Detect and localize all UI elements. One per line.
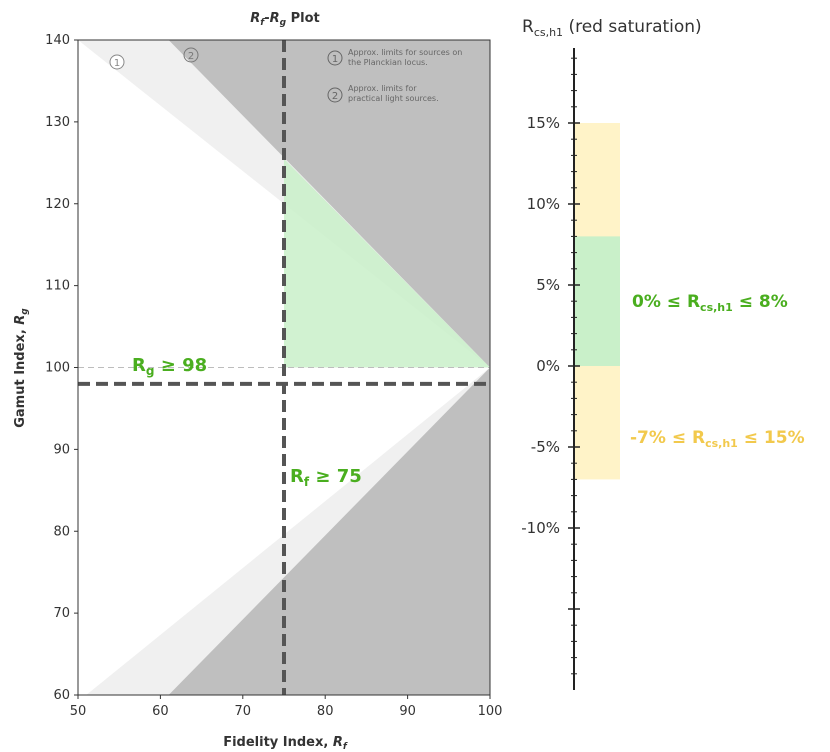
rcs-tick-label: 5%	[536, 276, 560, 294]
y-tick-label: 80	[53, 524, 70, 539]
rcs-h1-plot: Rcs,h1 (red saturation) 15% 10% 5% 0% -5% -10…	[521, 17, 805, 690]
limit-1-marker: 1	[109, 54, 125, 70]
svg-text:1: 1	[332, 54, 338, 65]
svg-text:the Planckian locus.: the Planckian locus.	[348, 58, 428, 67]
rcs-title: Rcs,h1 (red saturation)	[522, 17, 702, 39]
y-tick-label: 70	[53, 606, 70, 621]
x-tick-label: 90	[399, 704, 416, 719]
rcs-tick-label: -10%	[521, 519, 560, 537]
svg-text:1: 1	[114, 58, 120, 69]
limit-2-lower-region	[168, 367, 490, 695]
rcs-ticks	[568, 57, 580, 675]
y-tick-label: 130	[45, 115, 70, 130]
chart-title: Rf-Rg Plot	[250, 11, 319, 28]
y-axis-title: Gamut Index, Rg	[13, 308, 30, 428]
svg-text:2: 2	[188, 51, 194, 62]
limit-2-marker: 2	[183, 47, 199, 63]
range-green	[574, 236, 620, 366]
y-tick-label: 120	[45, 197, 70, 212]
y-ticks: 60 70 80 90 100 110 120 130 140	[45, 33, 78, 703]
legend-note-1: 1 Approx. limits for sources on the Plan…	[327, 48, 462, 67]
rcs-tick-labels: 15% 10% 5% 0% -5% -10%	[521, 114, 560, 537]
rcs-tick-label: 10%	[527, 195, 560, 213]
rcs-tick-label: -5%	[531, 438, 560, 456]
svg-text:Approx. limits for: Approx. limits for	[348, 84, 417, 93]
x-tick-label: 80	[317, 704, 334, 719]
svg-text:practical light sources.: practical light sources.	[348, 94, 439, 103]
x-tick-label: 50	[70, 704, 87, 719]
accepted-region	[284, 158, 490, 368]
x-tick-label: 60	[152, 704, 169, 719]
rf-criterion-label: Rf ≥ 75	[290, 466, 362, 489]
x-ticks: 50 60 70 80 90 100	[70, 695, 503, 719]
y-tick-label: 100	[45, 361, 70, 376]
rg-criterion-label: Rg ≥ 98	[132, 355, 207, 378]
y-tick-label: 90	[53, 442, 70, 457]
x-tick-label: 100	[478, 704, 503, 719]
y-tick-label: 60	[53, 688, 70, 703]
x-tick-label: 70	[235, 704, 252, 719]
y-tick-label: 110	[45, 279, 70, 294]
limit-2-upper-region	[168, 40, 490, 368]
rcs-tick-label: 0%	[536, 357, 560, 375]
legend-note-2: 2 Approx. limits for practical light sou…	[327, 84, 439, 103]
svg-text:Approx. limits for sources on: Approx. limits for sources on	[348, 48, 462, 57]
rcs-tick-label: 15%	[527, 114, 560, 132]
green-range-label: 0% ≤ Rcs,h1 ≤ 8%	[632, 292, 788, 314]
svg-text:2: 2	[332, 91, 338, 102]
yellow-range-label: -7% ≤ Rcs,h1 ≤ 15%	[630, 428, 805, 450]
y-tick-label: 140	[45, 33, 70, 48]
x-axis-title: Fidelity Index, Rf	[223, 735, 348, 752]
